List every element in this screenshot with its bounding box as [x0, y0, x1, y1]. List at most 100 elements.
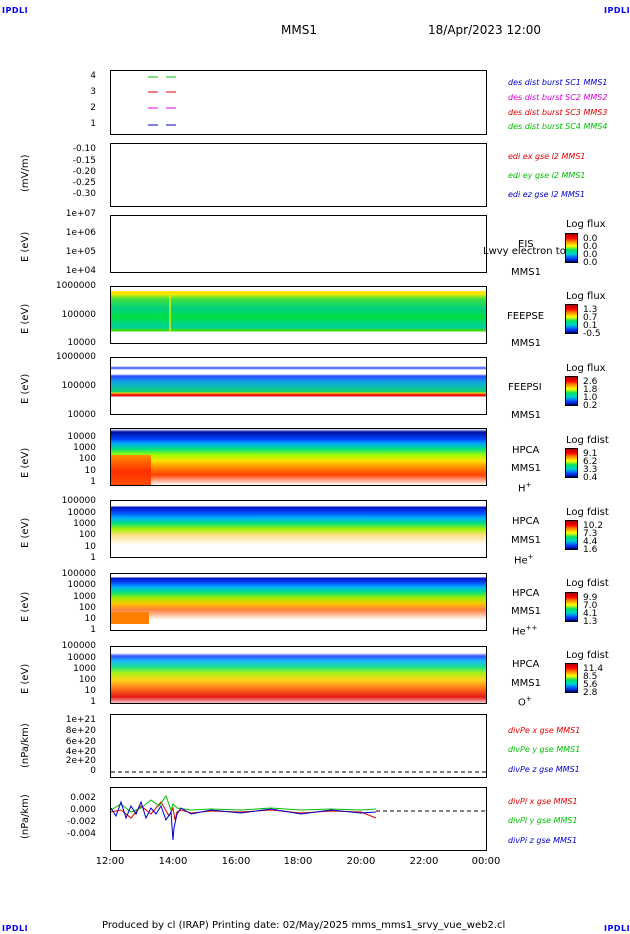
p8-cb-val: 1.3	[583, 617, 598, 627]
p9-tick: 10000	[67, 653, 96, 663]
p7-cb-val: 1.6	[583, 545, 598, 555]
p6-tick: 1000	[73, 443, 96, 453]
panel-hpca-oplus	[110, 646, 487, 704]
p6-tick: 100	[78, 454, 96, 464]
p9-instrument: HPCA	[512, 659, 540, 670]
x-tick-label: 14:00	[158, 856, 188, 867]
p4-cb-val: 0.7	[583, 313, 598, 323]
p11-tick: 0.002	[70, 793, 96, 803]
p8-tick: 100000	[61, 569, 96, 579]
p8-axis-label: E (eV)	[20, 591, 31, 622]
panel-feeps-electrons	[110, 286, 487, 344]
p1-tick: 1	[90, 119, 96, 129]
p7-cb-val: 7.3	[583, 529, 598, 539]
p7-tick: 100000	[61, 496, 96, 506]
p1-legend-1: des dist burst SC1 MMS1	[508, 78, 608, 87]
p3-cb-val: 0.0	[583, 242, 598, 252]
p11-tick: -0.002	[66, 817, 96, 827]
p7-spacecraft: MMS1	[511, 535, 541, 546]
p5-cb-val: 0.2	[583, 401, 598, 411]
p1-legend-3: des dist burst SC3 MMS3	[508, 108, 608, 117]
p4-cb-val: -0.5	[583, 329, 601, 339]
date-title: 18/Apr/2023 12:00	[428, 23, 542, 37]
p8-species: He++	[512, 624, 537, 637]
p8-species-name: He	[512, 626, 526, 638]
p4-spacecraft: MMS1	[511, 338, 541, 349]
p6-cb-val: 3.3	[583, 465, 598, 475]
p3-tick: 1e+05	[65, 247, 96, 257]
p7-axis-label: E (eV)	[20, 517, 31, 548]
p10-tick: 6e+20	[65, 737, 96, 747]
divpi-x-trace	[111, 801, 377, 821]
panel-eis	[110, 215, 487, 273]
hpca-heplusplus-early-block	[111, 612, 149, 624]
p9-tick: 100000	[61, 641, 96, 651]
p2-tick: -0.15	[72, 156, 96, 166]
p7-species-name: He	[514, 555, 528, 567]
p8-cb-val: 7.0	[583, 601, 598, 611]
p3-axis-label: E (eV)	[20, 231, 31, 262]
divpi-y-trace	[111, 794, 377, 813]
hpca-heplus-spectrogram	[111, 501, 486, 557]
p6-tick: 10	[84, 466, 96, 476]
feeps-electron-spectrogram	[111, 287, 486, 343]
p9-cb-val: 2.8	[583, 688, 598, 698]
x-tick-label: 18:00	[283, 856, 313, 867]
p10-tick: 8e+20	[65, 726, 96, 736]
p6-instrument: HPCA	[512, 445, 540, 456]
p8-tick: 10000	[67, 580, 96, 590]
p5-instrument: FEEPSI	[508, 382, 542, 393]
p6-species: H+	[518, 481, 531, 494]
p6-species-name: H	[518, 483, 526, 495]
p8-colorbar-label: Log fdist	[566, 578, 609, 589]
panel-burst-flags	[110, 70, 487, 135]
p3-cb-val: 0.0	[583, 234, 598, 244]
p10-legend-z: divPe z gse MMS1	[508, 765, 580, 774]
p1-tick: 3	[90, 87, 96, 97]
p7-instrument: HPCA	[512, 516, 540, 527]
hpca-oplus-spectrogram	[111, 647, 486, 703]
p11-legend-x: divPi x gse MMS1	[508, 797, 578, 806]
p7-cb-val: 4.4	[583, 537, 598, 547]
p6-species-charge: +	[525, 481, 532, 489]
p2-tick: -0.20	[72, 167, 96, 177]
p7-species: He+	[514, 553, 534, 566]
p8-species-charge: ++	[525, 624, 538, 632]
p1-tick: 4	[90, 71, 96, 81]
p5-tick: 1000000	[55, 352, 96, 362]
corner-mark-tl: IPDLI	[2, 6, 29, 15]
x-tick-label: 00:00	[471, 856, 501, 867]
feeps-electron-spike	[169, 295, 171, 331]
p5-colorbar	[565, 376, 578, 406]
panel-divpi	[110, 787, 487, 851]
p2-legend-y: edi ey gse l2 MMS1	[508, 171, 586, 180]
p9-species-charge: +	[525, 695, 532, 703]
p3-tick: 1e+06	[65, 228, 96, 238]
p9-axis-label: E (eV)	[20, 663, 31, 694]
p7-tick: 10	[84, 542, 96, 552]
p6-cb-val: 9.1	[583, 449, 598, 459]
p11-tick: -0.004	[66, 829, 96, 839]
p4-tick: 1000000	[55, 281, 96, 291]
p3-tick: 1e+04	[65, 266, 96, 276]
p7-tick: 10000	[67, 508, 96, 518]
p2-tick: -0.30	[72, 189, 96, 199]
spacecraft-title: MMS1	[281, 23, 317, 37]
p6-cb-val: 0.4	[583, 473, 598, 483]
p8-cb-val: 9.9	[583, 593, 598, 603]
p10-legend-x: divPe x gse MMS1	[508, 726, 581, 735]
p7-tick: 1000	[73, 519, 96, 529]
p6-axis-label: E (eV)	[20, 447, 31, 478]
p9-species-name: O	[518, 697, 526, 709]
p2-tick: -0.10	[72, 144, 96, 154]
p6-colorbar	[565, 448, 578, 478]
p10-axis-label: (nPa/km)	[20, 723, 31, 768]
p8-tick: 1000	[73, 592, 96, 602]
p5-cb-val: 2.6	[583, 377, 598, 387]
burst-flag-lines	[148, 76, 176, 126]
p11-legend-z: divPi z gse MMS1	[508, 836, 578, 845]
p3-colorbar-label: Log flux	[566, 219, 606, 230]
p9-tick: 100	[78, 675, 96, 685]
p3-colorbar	[565, 233, 578, 263]
p8-tick: 100	[78, 603, 96, 613]
